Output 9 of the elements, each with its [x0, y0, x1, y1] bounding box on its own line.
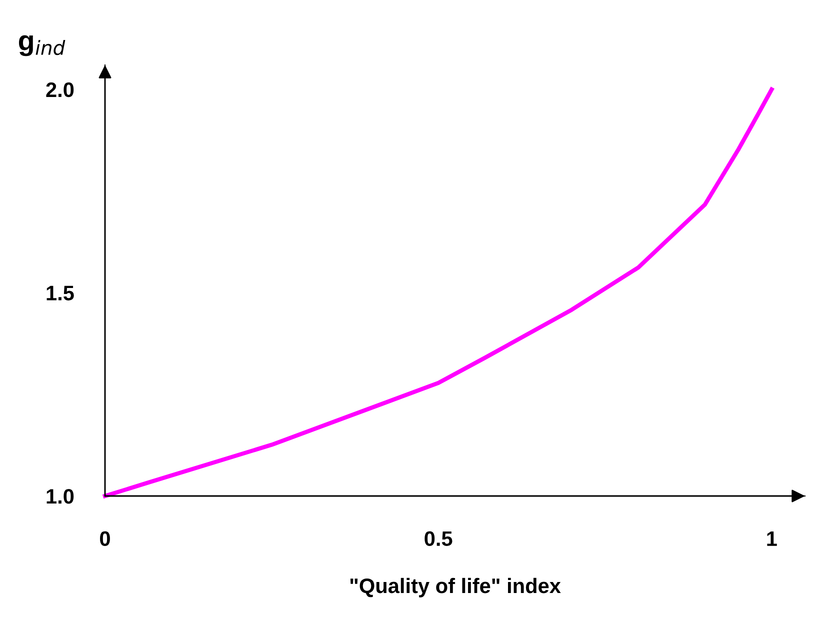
y-tick-label: 1.0: [46, 489, 74, 504]
x-axis-title: "Quality of life" index: [350, 578, 561, 598]
y-axis-title: g$_{ind}$: [18, 35, 66, 56]
y-tick-label: 1.5: [46, 286, 74, 300]
line-series: [102, 87, 774, 498]
x-tick-label: 0: [100, 531, 110, 546]
y-tick-label: 2.0: [46, 82, 74, 98]
x-tick-label: 0.5: [424, 531, 452, 546]
x-tick-label: 1: [767, 531, 777, 546]
